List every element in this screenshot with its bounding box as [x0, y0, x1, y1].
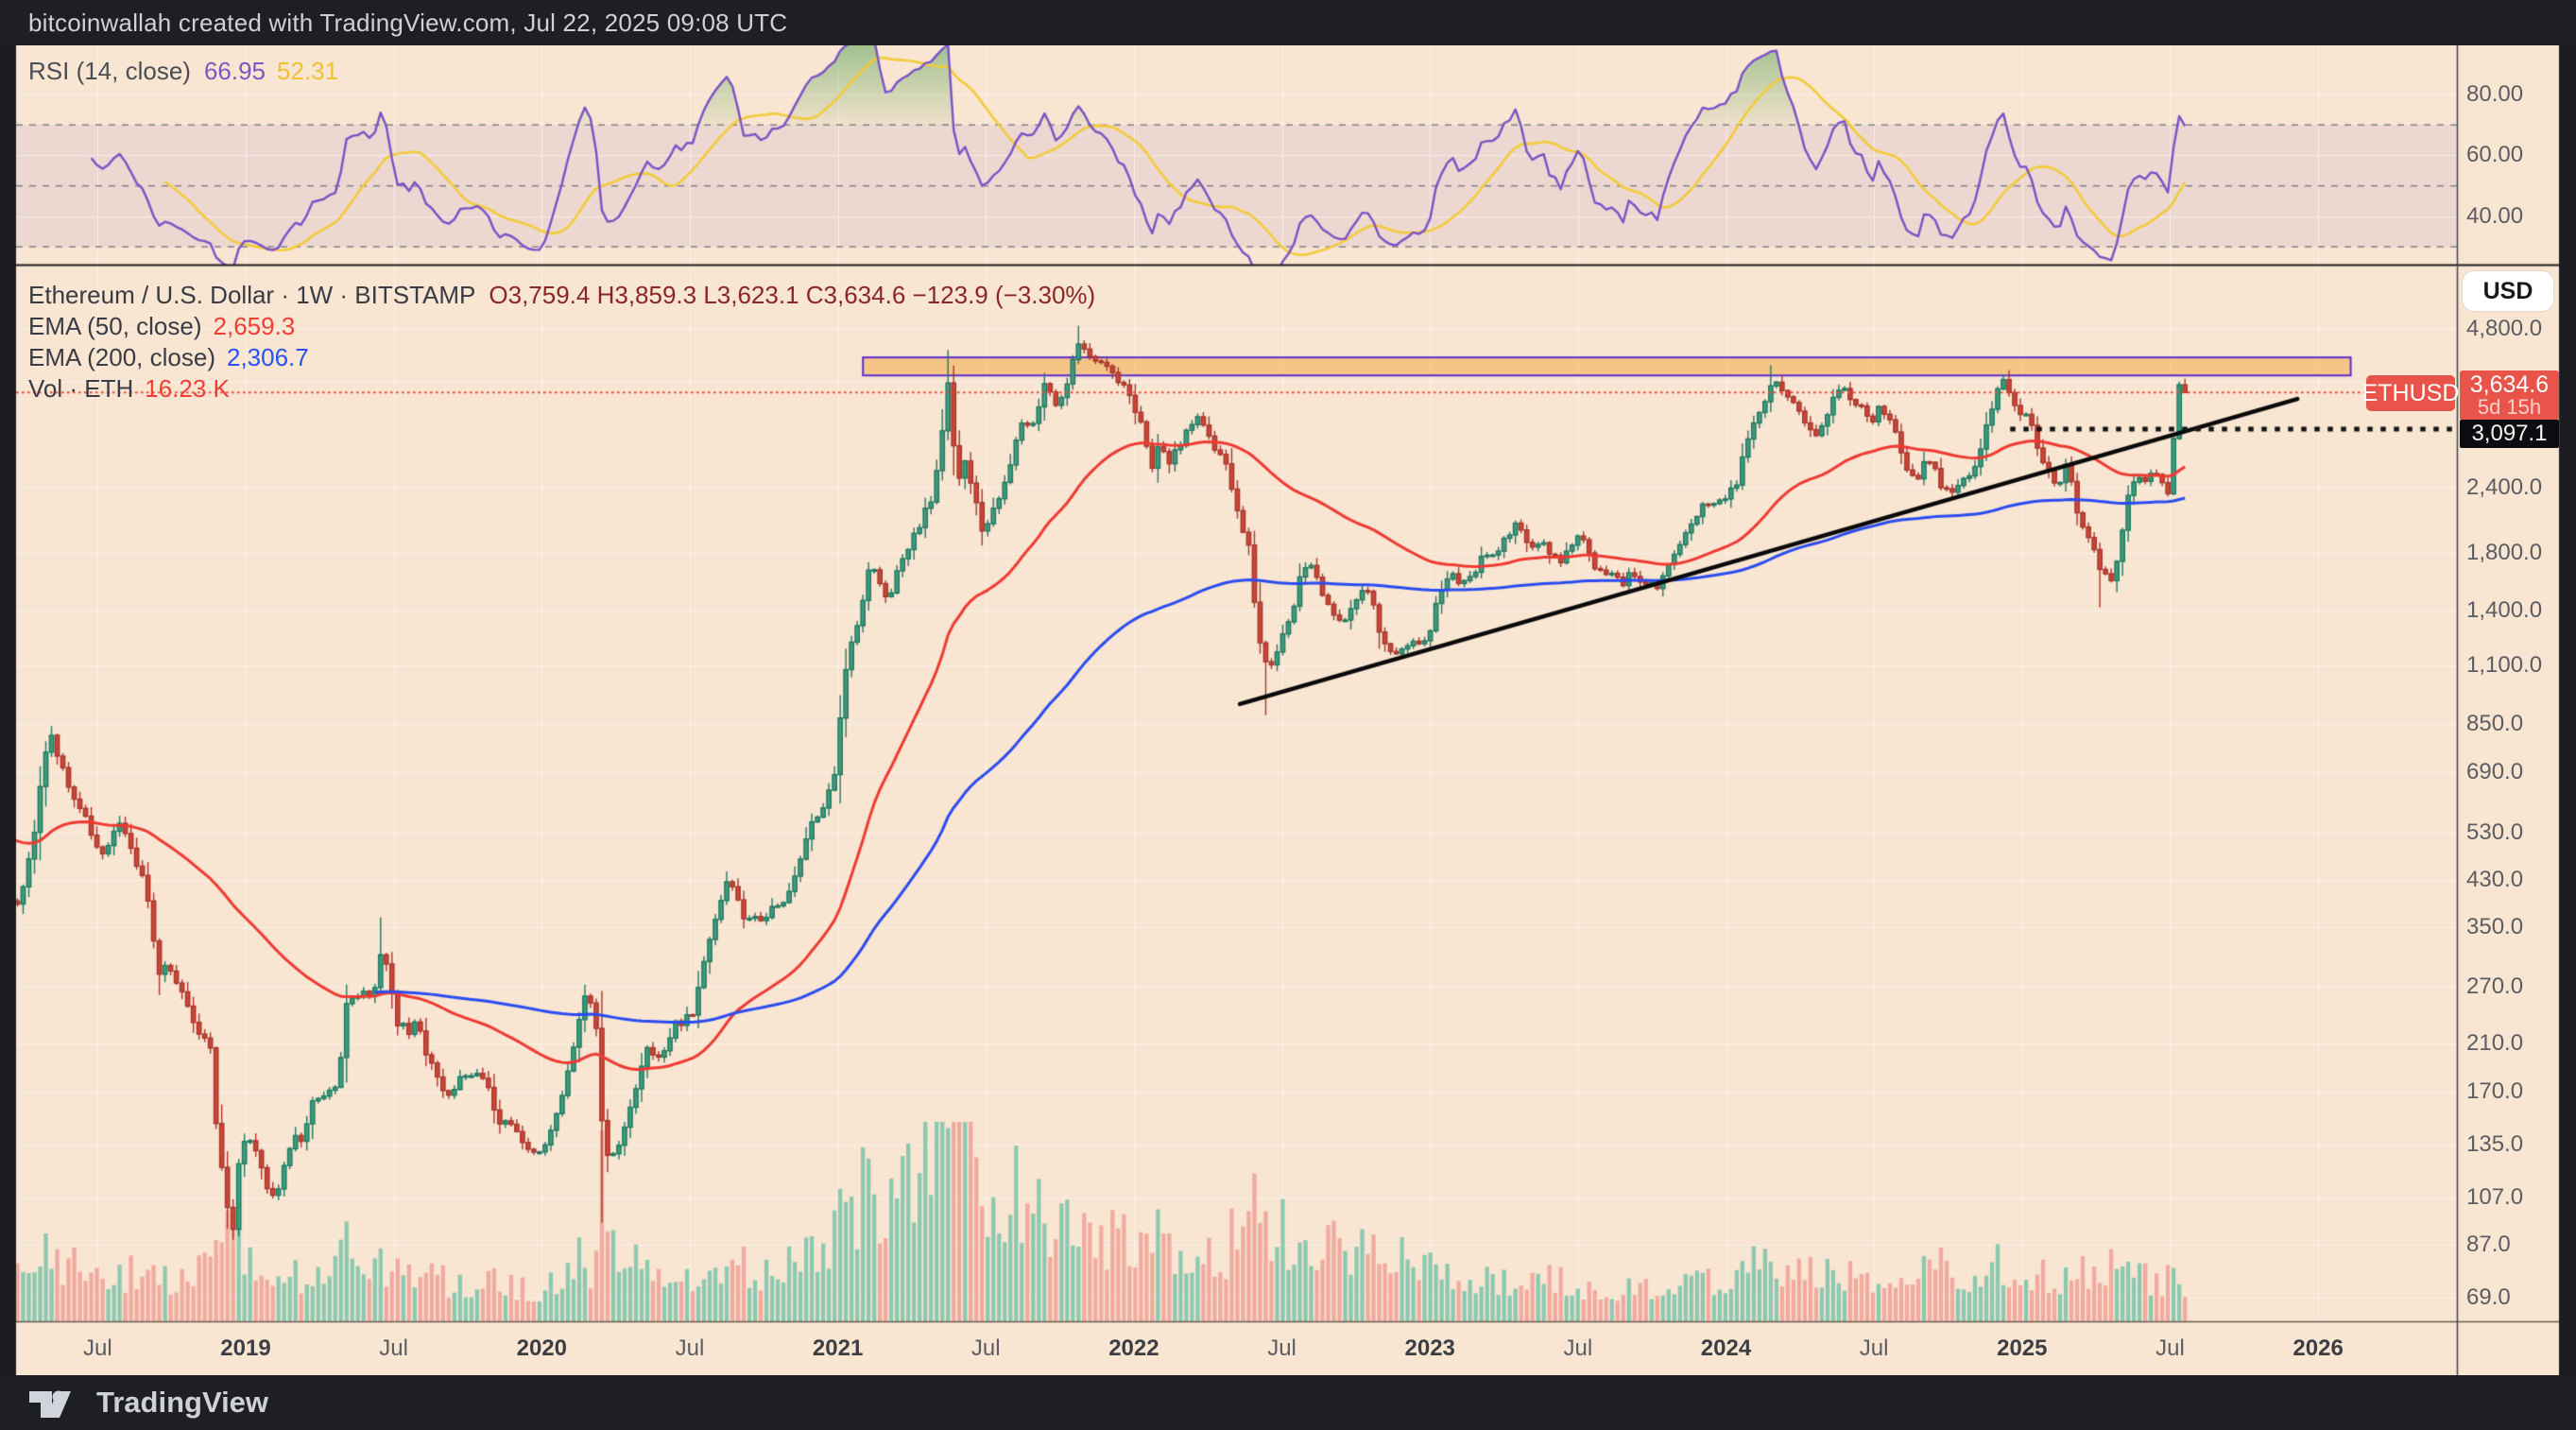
- time-axis-label: Jul: [970, 1335, 1001, 1361]
- ema200-label: EMA (200, close): [28, 343, 215, 371]
- price-axis-tick: 850.0: [2466, 711, 2524, 737]
- time-axis-label: 2021: [812, 1335, 864, 1361]
- ema200-value: 2,306.7: [226, 343, 309, 371]
- price-axis-tick: 210.0: [2466, 1030, 2524, 1057]
- attribution-text: bitcoinwallah created with TradingView.c…: [28, 8, 788, 37]
- main-legend: Ethereum / U.S. Dollar · 1W · BITSTAMP O3…: [28, 280, 1095, 405]
- price-axis-tick: 1,800.0: [2466, 540, 2543, 566]
- rsi-axis-tick: 80.00: [2466, 81, 2524, 107]
- ohlc-values: O3,759.4 H3,859.3 L3,623.1 C3,634.6 −123…: [489, 281, 1096, 309]
- price-axis-tick: 2,400.0: [2466, 474, 2543, 500]
- currency-toggle-button[interactable]: USD: [2463, 271, 2553, 311]
- time-axis-label: Jul: [83, 1335, 112, 1361]
- tradingview-logo-icon[interactable]: [28, 1384, 83, 1421]
- time-axis-label: Jul: [2155, 1335, 2185, 1361]
- current-price-label: 3,634.6 5d 15h: [2460, 370, 2559, 421]
- attribution-bar: bitcoinwallah created with TradingView.c…: [0, 0, 2576, 45]
- rsi-axis-tick: 60.00: [2466, 142, 2524, 168]
- time-axis-label: Jul: [1859, 1335, 1889, 1361]
- time-axis[interactable]: Jul 2019 Jul 2020 Jul 2021 Jul 2022 Jul 2023 Jul 20…: [0, 1321, 2576, 1375]
- symbol-legend-row: Ethereum / U.S. Dollar · 1W · BITSTAMP O3…: [28, 280, 1095, 311]
- price-axis-tick: 4,800.0: [2466, 316, 2543, 341]
- price-axis[interactable]: USD 3,634.6 5d 15h 3,097.1 80.00 60.00 40.…: [2457, 45, 2576, 1375]
- level-price-label: 3,097.1: [2460, 420, 2559, 448]
- price-axis-tick: 69.0: [2466, 1284, 2511, 1311]
- time-axis-label: 2020: [516, 1335, 567, 1361]
- rsi-value: 66.95: [203, 57, 266, 85]
- current-price-value: 3,634.6: [2469, 371, 2550, 398]
- time-axis-label: 2022: [1108, 1335, 1159, 1361]
- volume-value: 16.23 K: [145, 374, 230, 403]
- chart-area: RSI (14, close) 66.95 52.31 Ethereum / U.S…: [0, 45, 2576, 1375]
- ema50-value: 2,659.3: [213, 312, 296, 340]
- price-axis-tick: 87.0: [2466, 1232, 2511, 1258]
- price-axis-tick: 350.0: [2466, 913, 2524, 939]
- time-axis-label: Jul: [675, 1335, 705, 1361]
- time-axis-label: 2023: [1404, 1335, 1455, 1361]
- price-axis-tick: 135.0: [2466, 1131, 2524, 1158]
- time-axis-label: 2025: [1997, 1335, 2048, 1361]
- bar-countdown: 5d 15h: [2477, 395, 2542, 419]
- chart-canvas[interactable]: [0, 45, 2576, 1375]
- tradingview-wordmark[interactable]: TradingView: [96, 1386, 269, 1419]
- price-axis-tick: 690.0: [2466, 758, 2524, 784]
- price-axis-tick: 1,400.0: [2466, 596, 2543, 623]
- symbol-tag-label: ETHUSD: [2362, 375, 2459, 411]
- time-axis-label: 2019: [220, 1335, 271, 1361]
- ema50-label: EMA (50, close): [28, 312, 202, 340]
- price-axis-tick: 170.0: [2466, 1078, 2524, 1105]
- volume-legend-row: Vol · ETH 16.23 K: [28, 373, 1095, 405]
- rsi-axis-tick: 40.00: [2466, 202, 2524, 229]
- time-axis-label: Jul: [1267, 1335, 1297, 1361]
- price-axis-tick: 530.0: [2466, 818, 2524, 845]
- price-axis-tick: 1,100.0: [2466, 652, 2543, 679]
- time-axis-label: 2026: [2293, 1335, 2344, 1361]
- rsi-ma-value: 52.31: [277, 57, 339, 85]
- ema200-legend-row: EMA (200, close) 2,306.7: [28, 342, 1095, 373]
- time-axis-label: Jul: [379, 1335, 408, 1361]
- symbol-title: Ethereum / U.S. Dollar · 1W · BITSTAMP: [28, 281, 476, 309]
- ema50-legend-row: EMA (50, close) 2,659.3: [28, 311, 1095, 342]
- price-axis-tick: 270.0: [2466, 973, 2524, 999]
- volume-label: Vol · ETH: [28, 374, 134, 403]
- rsi-legend: RSI (14, close) 66.95 52.31: [28, 57, 338, 86]
- price-axis-tick: 430.0: [2466, 867, 2524, 893]
- rsi-legend-title: RSI (14, close): [28, 57, 191, 85]
- time-axis-label: 2024: [1700, 1335, 1752, 1361]
- price-axis-tick: 107.0: [2466, 1184, 2524, 1211]
- time-axis-label: Jul: [1563, 1335, 1593, 1361]
- footer-bar: TradingView: [0, 1375, 2576, 1430]
